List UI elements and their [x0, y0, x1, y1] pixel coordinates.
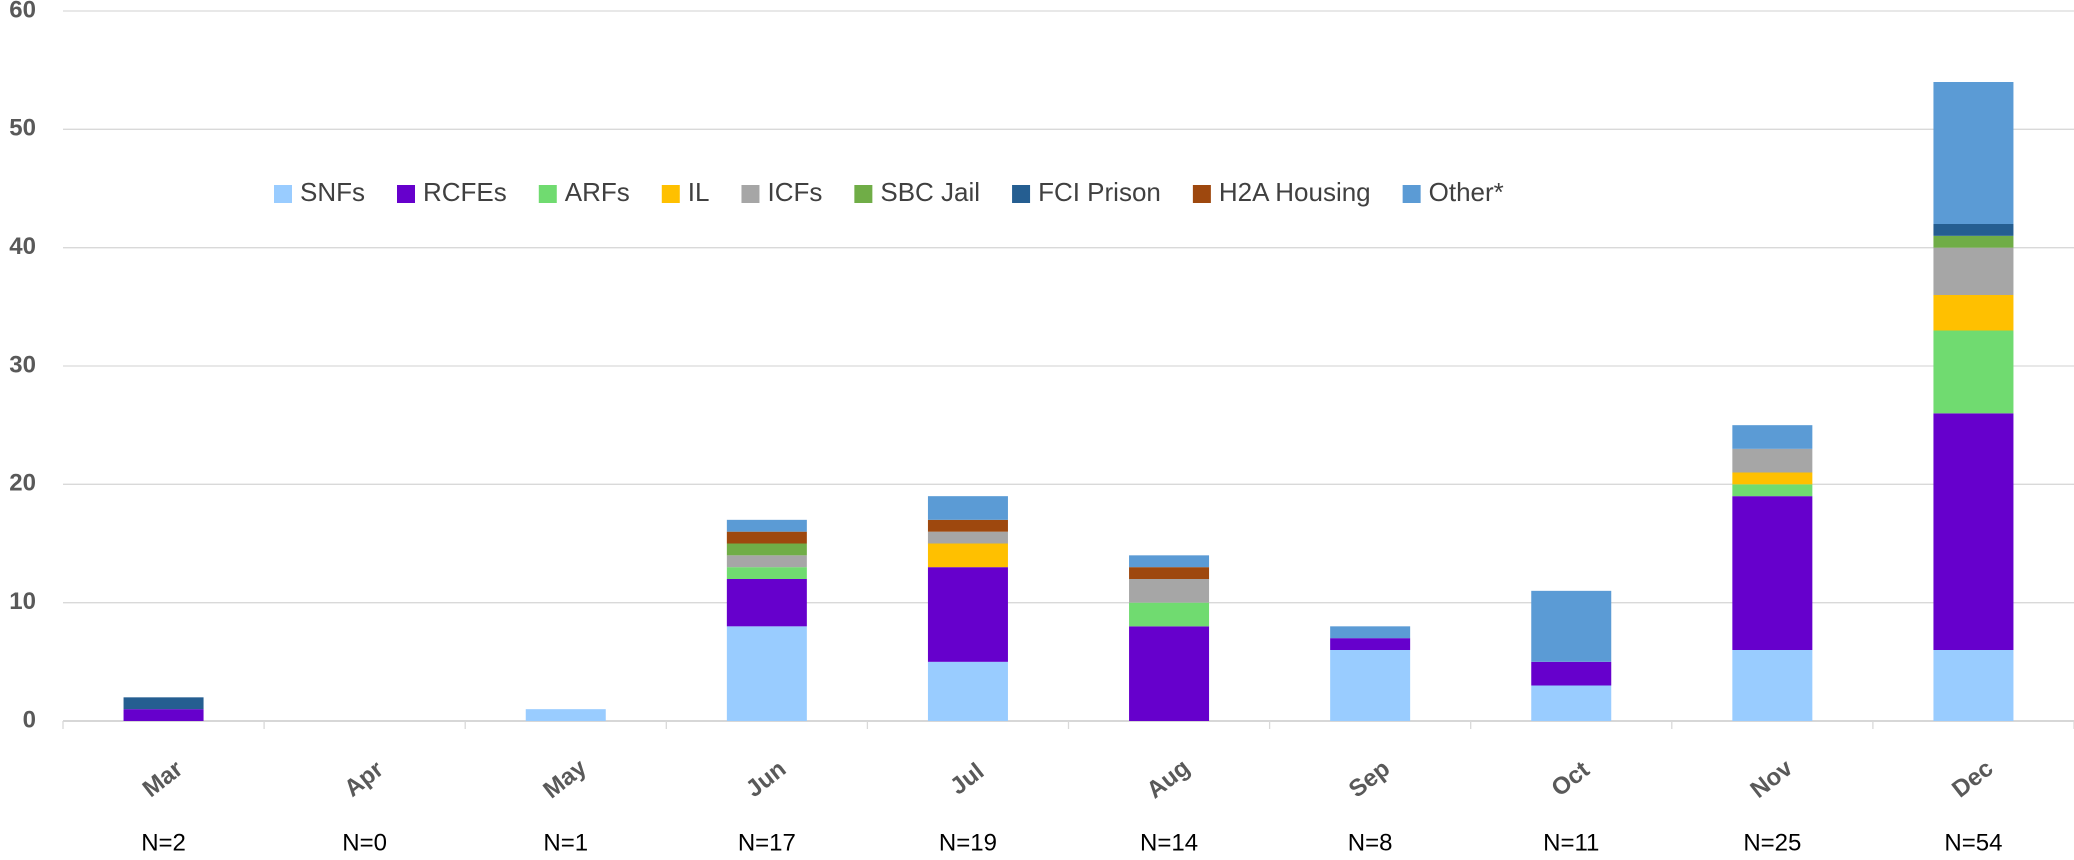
legend-label: IL: [688, 177, 710, 207]
n-label: N=14: [1140, 829, 1198, 856]
bar-segment: [927, 519, 1008, 532]
bar-segment: [1531, 661, 1612, 686]
bar-segment: [726, 543, 807, 556]
bar-segment: [1933, 235, 2014, 248]
legend-label: FCI Prison: [1038, 177, 1161, 207]
x-tick-label: Dec: [1947, 755, 1998, 803]
legend-swatch: [538, 185, 557, 203]
bar-segment: [1933, 247, 2014, 295]
bar-segment: [1732, 472, 1813, 485]
n-label: N=1: [543, 829, 588, 856]
x-tick-label: Oct: [1546, 756, 1594, 802]
bar-segment: [1129, 602, 1210, 627]
bar-segment: [123, 697, 204, 710]
legend-swatch: [1012, 185, 1031, 203]
bar-segment: [1129, 567, 1210, 579]
legend-swatch: [397, 185, 415, 203]
legend-label: RCFEs: [423, 177, 507, 207]
bar-segment: [1933, 295, 2014, 331]
legend-swatch: [661, 185, 680, 203]
bar-segment: [1732, 650, 1813, 721]
n-label: N=17: [738, 829, 796, 856]
legend-label: ICFs: [767, 177, 822, 207]
legend-label: ARFs: [565, 177, 630, 207]
bar-segment: [726, 531, 807, 544]
y-tick-label: 10: [9, 588, 36, 615]
bar-segment: [726, 567, 807, 579]
y-tick-label: 20: [9, 470, 36, 497]
legend-label: SBC Jail: [880, 177, 980, 207]
bar-segment: [1933, 650, 2014, 721]
x-tick-label: May: [538, 754, 592, 804]
legend-label: Other*: [1429, 177, 1504, 207]
bar-segment: [525, 709, 606, 721]
bar-segment: [123, 709, 204, 721]
x-tick-label: Apr: [339, 756, 388, 803]
bar-segment: [726, 626, 807, 721]
bar-segment: [1129, 579, 1210, 603]
legend-swatch: [274, 185, 292, 203]
bar-segment: [726, 555, 807, 568]
n-label: N=8: [1348, 829, 1393, 856]
bar-segment: [1732, 496, 1813, 650]
bar-segment: [927, 543, 1008, 568]
bar-segment: [927, 567, 1008, 662]
legend-label: SNFs: [300, 177, 365, 207]
n-label: N=11: [1543, 829, 1599, 856]
n-label: N=54: [1944, 829, 2002, 856]
x-tick-label: Nov: [1745, 754, 1798, 804]
bar-segment: [927, 661, 1008, 721]
x-tick-label: Mar: [138, 755, 188, 803]
legend-label: H2A Housing: [1219, 177, 1371, 207]
bar-segment: [1732, 425, 1813, 449]
bar-segment: [1933, 413, 2014, 650]
bar-segment: [1531, 685, 1612, 721]
y-tick-label: 40: [9, 233, 36, 260]
y-tick-label: 0: [23, 706, 36, 733]
bar-segment: [1531, 590, 1612, 662]
x-tick-label: Aug: [1142, 754, 1195, 804]
bar-segment: [1933, 330, 2014, 414]
legend-swatch: [854, 185, 873, 203]
bar-segment: [726, 579, 807, 627]
bar-segment: [1129, 626, 1210, 721]
bar-segment: [1933, 82, 2014, 224]
bar-segment: [927, 496, 1008, 520]
bar-segment: [1732, 484, 1813, 497]
bar-segment: [1330, 626, 1411, 639]
y-tick-label: 30: [9, 351, 36, 378]
y-tick-label: 60: [9, 0, 36, 23]
legend-swatch: [1402, 185, 1421, 203]
bar-segment: [726, 519, 807, 532]
n-label: N=2: [141, 829, 186, 856]
bar-segment: [1933, 224, 2014, 236]
legend-swatch: [1192, 185, 1211, 203]
legend-swatch: [741, 185, 760, 203]
bar-segment: [1732, 448, 1813, 473]
n-label: N=0: [342, 829, 387, 856]
bar-segment: [927, 531, 1008, 544]
n-label: N=19: [939, 829, 997, 856]
y-tick-label: 50: [9, 115, 36, 142]
x-tick-label: Sep: [1344, 755, 1395, 803]
x-tick-label: Jun: [741, 755, 791, 803]
n-label: N=25: [1743, 829, 1801, 856]
bar-segment: [1129, 555, 1210, 568]
bar-segment: [1330, 638, 1411, 650]
bar-segment: [1330, 650, 1411, 721]
x-tick-label: Jul: [945, 758, 989, 801]
